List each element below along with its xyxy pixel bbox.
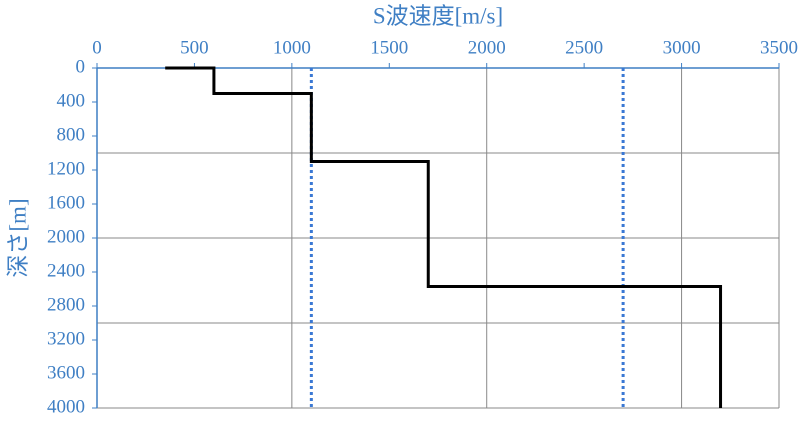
y-tick-label: 4000 — [47, 396, 85, 417]
x-tick-label: 500 — [180, 37, 209, 58]
y-tick-label: 3200 — [47, 328, 85, 349]
y-tick-label: 3600 — [47, 362, 85, 383]
profile-line — [165, 66, 723, 408]
x-tick-label: 3000 — [663, 37, 701, 58]
y-tick-label: 800 — [57, 124, 86, 145]
x-tick-label: 2000 — [468, 37, 506, 58]
y-axis-title: 深さ[m] — [5, 198, 30, 277]
y-tick-label: 1200 — [47, 158, 85, 179]
x-tick-label: 1500 — [370, 37, 408, 58]
x-tick-label: 1000 — [273, 37, 311, 58]
y-tick-label: 2800 — [47, 294, 85, 315]
x-tick-label: 0 — [92, 37, 102, 58]
y-tick-label: 2400 — [47, 260, 85, 281]
y-tick-label: 400 — [57, 90, 86, 111]
x-axis-title: S波速度[m/s] — [373, 3, 503, 28]
x-tick-label: 2500 — [565, 37, 603, 58]
y-tick-label: 2000 — [47, 226, 85, 247]
y-tick-label: 0 — [76, 56, 86, 77]
x-tick-label: 3500 — [760, 37, 798, 58]
y-tick-label: 1600 — [47, 192, 85, 213]
